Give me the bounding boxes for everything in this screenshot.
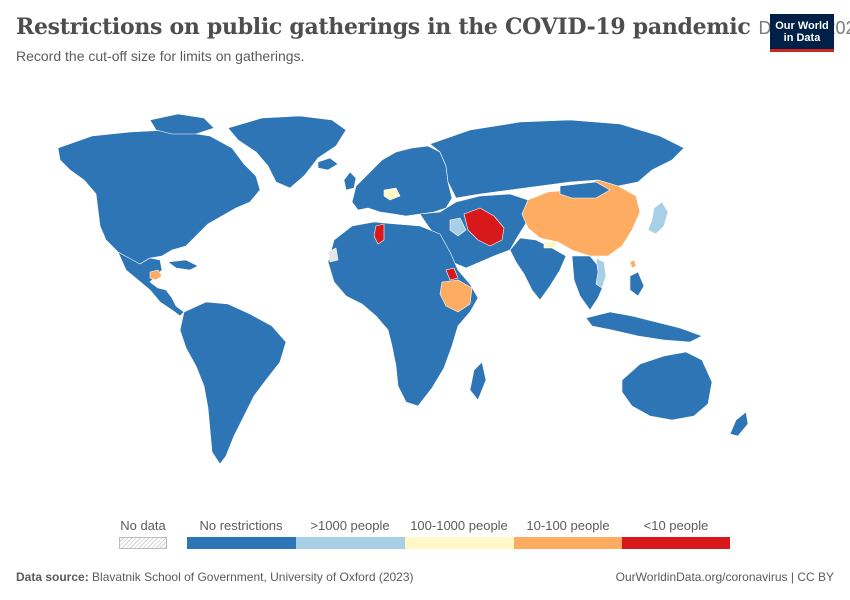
source-text: Blavatnik School of Government, Universi… — [92, 570, 414, 584]
legend-swatch-100-1000[interactable] — [405, 537, 514, 549]
region-new-zealand[interactable] — [729, 411, 749, 437]
region-tunisia[interactable] — [373, 223, 385, 245]
chart-title: Restrictions on public gatherings in the… — [16, 14, 751, 40]
source-link[interactable]: OurWorldinData.org/coronavirus — [615, 570, 788, 584]
legend-label-under-10: <10 people — [643, 518, 709, 533]
region-eritrea[interactable] — [445, 267, 459, 281]
region-australia[interactable] — [621, 351, 713, 421]
region-europe[interactable] — [351, 145, 453, 217]
legend-label-no-restrictions: No restrictions — [199, 518, 283, 533]
logo-line-2: in Data — [783, 31, 821, 44]
chart-header: Restrictions on public gatherings in the… — [16, 14, 850, 64]
region-iran[interactable] — [463, 207, 505, 247]
region-honduras[interactable] — [149, 269, 163, 281]
chart-subtitle: Record the cut-off size for limits on ga… — [16, 48, 305, 64]
legend-swatch-under-10[interactable] — [622, 537, 730, 549]
footer-right: OurWorldinData.org/coronavirus | CC BY — [615, 570, 834, 584]
region-indonesia[interactable] — [585, 311, 703, 343]
license-text: CC BY — [797, 570, 834, 584]
world-map[interactable] — [0, 90, 850, 510]
region-ethiopia[interactable] — [439, 279, 473, 313]
region-greenland[interactable] — [227, 115, 347, 189]
legend-swatch-10-100[interactable] — [514, 537, 622, 549]
region-south-america[interactable] — [179, 301, 287, 465]
legend-swatch-no-restrictions[interactable] — [187, 537, 296, 549]
region-mongolia[interactable] — [559, 181, 611, 199]
region-uk[interactable] — [343, 171, 357, 191]
region-poland[interactable] — [383, 187, 401, 201]
legend-label-10-100: 10-100 people — [526, 518, 610, 533]
region-western-sahara[interactable] — [327, 247, 339, 263]
region-japan[interactable] — [647, 201, 669, 235]
chart-footer: Data source: Blavatnik School of Governm… — [16, 570, 834, 584]
legend-label-no-data: No data — [120, 518, 166, 533]
source-note: Data source: Blavatnik School of Governm… — [16, 570, 414, 584]
map-svg — [57, 113, 749, 465]
region-arctic-islands[interactable] — [149, 113, 215, 135]
legend-swatch-over-1000[interactable] — [296, 537, 405, 549]
owid-logo[interactable]: Our World in Data — [770, 14, 834, 52]
region-vietnam[interactable] — [595, 257, 607, 289]
region-russia[interactable] — [429, 119, 685, 199]
region-madagascar[interactable] — [469, 361, 487, 401]
source-label: Data source: — [16, 570, 89, 584]
region-caribbean[interactable] — [167, 259, 199, 271]
region-africa[interactable] — [327, 221, 479, 407]
region-jordan[interactable] — [449, 217, 467, 237]
region-philippines[interactable] — [629, 271, 645, 297]
region-mexico[interactable] — [117, 251, 185, 317]
region-india[interactable] — [509, 237, 567, 301]
region-southeast-asia[interactable] — [571, 255, 605, 311]
region-iceland[interactable] — [317, 157, 339, 171]
region-bhutan[interactable] — [543, 241, 557, 249]
legend-label-over-1000: >1000 people — [310, 518, 390, 533]
map-legend: No data No restrictions >1000 people 100… — [0, 515, 850, 555]
legend-swatch-no-data[interactable] — [119, 537, 167, 549]
region-north-america[interactable] — [57, 129, 261, 265]
logo-line-1: Our World — [775, 19, 829, 32]
legend-label-100-1000: 100-1000 people — [410, 518, 508, 533]
region-taiwan[interactable] — [629, 259, 637, 269]
